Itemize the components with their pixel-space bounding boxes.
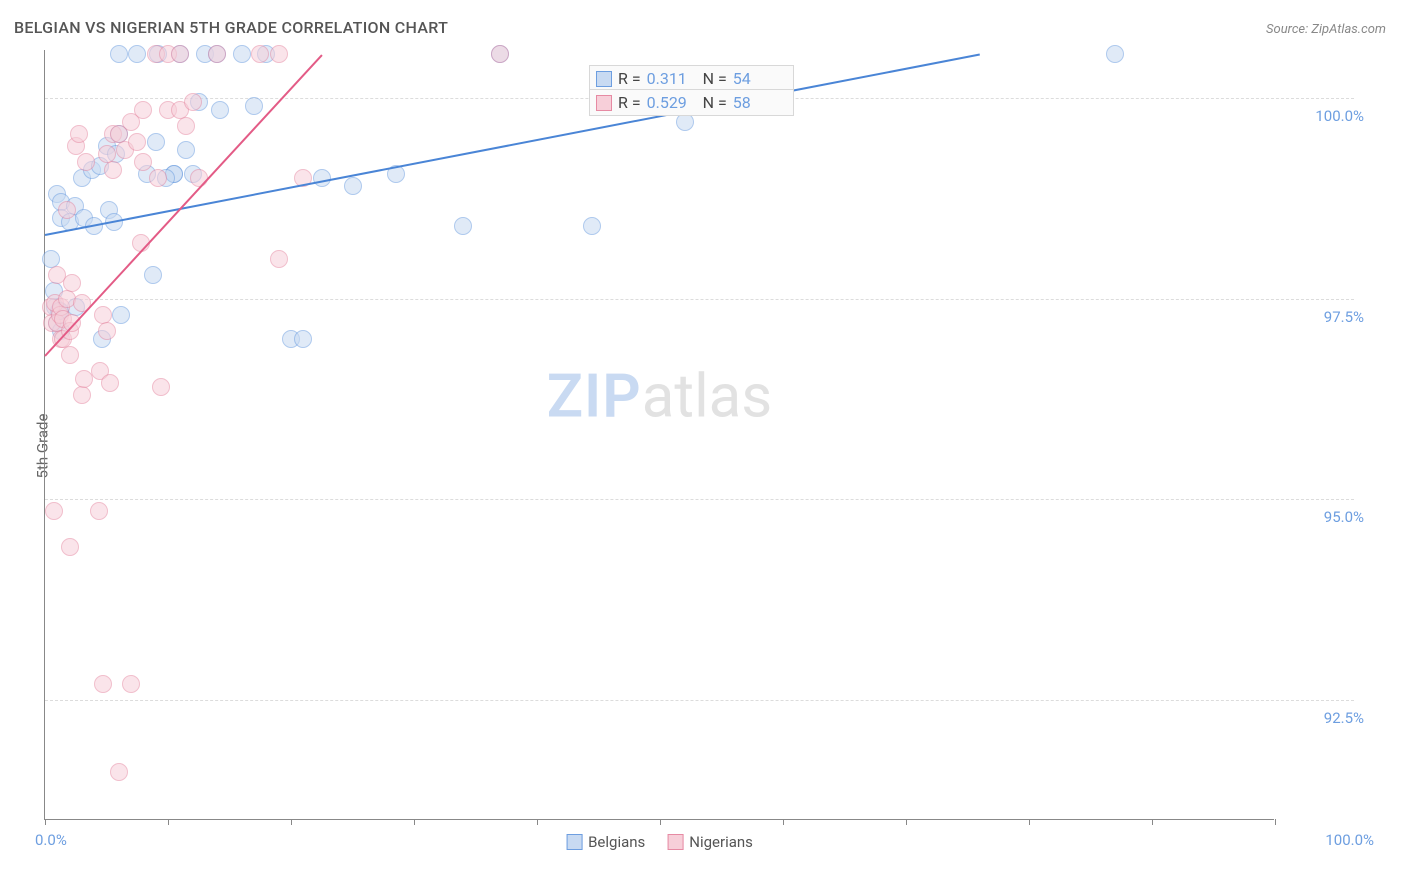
stat-r-value: 0.311 bbox=[647, 69, 697, 88]
stat-n-label: N = bbox=[703, 69, 727, 88]
data-point bbox=[98, 322, 116, 340]
stat-n-value: 58 bbox=[733, 93, 783, 112]
gridline bbox=[45, 700, 1354, 701]
stats-box: R = 0.529 N = 58 bbox=[589, 89, 794, 116]
data-point bbox=[45, 502, 63, 520]
data-point bbox=[147, 133, 165, 151]
watermark-zip: ZIP bbox=[547, 361, 642, 432]
chart-source: Source: ZipAtlas.com bbox=[1266, 22, 1386, 37]
legend-label-belgians: Belgians bbox=[588, 833, 645, 851]
data-point bbox=[190, 169, 208, 187]
x-tick bbox=[45, 819, 46, 825]
chart-title: BELGIAN VS NIGERIAN 5TH GRADE CORRELATIO… bbox=[14, 18, 448, 37]
legend-label-nigerians: Nigerians bbox=[689, 833, 753, 851]
y-tick-label: 95.0% bbox=[1284, 508, 1364, 526]
data-point bbox=[58, 201, 76, 219]
data-point bbox=[152, 378, 170, 396]
stats-box: R = 0.311 N = 54 bbox=[589, 65, 794, 92]
data-point bbox=[208, 45, 226, 63]
legend-item-belgians: Belgians bbox=[566, 833, 645, 851]
stats-swatch bbox=[596, 95, 612, 111]
x-tick bbox=[291, 819, 292, 825]
x-tick bbox=[1152, 819, 1153, 825]
data-point bbox=[94, 675, 112, 693]
data-point bbox=[177, 117, 195, 135]
plot-area: ZIPatlas 0.0% 100.0% Belgians Nigerians … bbox=[44, 50, 1274, 820]
data-point bbox=[128, 45, 146, 63]
stats-swatch bbox=[596, 71, 612, 87]
data-point bbox=[149, 169, 167, 187]
x-tick bbox=[537, 819, 538, 825]
legend-item-nigerians: Nigerians bbox=[667, 833, 753, 851]
y-tick-label: 97.5% bbox=[1284, 308, 1364, 326]
data-point bbox=[122, 675, 140, 693]
data-point bbox=[344, 177, 362, 195]
x-axis-max-label: 100.0% bbox=[1284, 831, 1374, 849]
data-point bbox=[134, 153, 152, 171]
legend: Belgians Nigerians bbox=[566, 833, 753, 851]
data-point bbox=[90, 502, 108, 520]
data-point bbox=[101, 374, 119, 392]
gridline bbox=[45, 299, 1354, 300]
data-point bbox=[177, 141, 195, 159]
x-tick bbox=[1275, 819, 1276, 825]
data-point bbox=[171, 45, 189, 63]
watermark-atlas: atlas bbox=[642, 361, 772, 432]
data-point bbox=[63, 274, 81, 292]
x-tick bbox=[783, 819, 784, 825]
x-axis-min-label: 0.0% bbox=[35, 831, 67, 849]
stat-n-label: N = bbox=[703, 93, 727, 112]
data-point bbox=[294, 330, 312, 348]
data-point bbox=[144, 266, 162, 284]
x-tick bbox=[168, 819, 169, 825]
watermark: ZIPatlas bbox=[547, 361, 773, 432]
data-point bbox=[128, 133, 146, 151]
data-point bbox=[110, 45, 128, 63]
gridline bbox=[45, 499, 1354, 500]
y-tick-label: 100.0% bbox=[1284, 107, 1364, 125]
data-point bbox=[104, 161, 122, 179]
data-point bbox=[491, 45, 509, 63]
y-tick-label: 92.5% bbox=[1284, 709, 1364, 727]
legend-swatch-belgians bbox=[566, 834, 582, 850]
x-tick bbox=[660, 819, 661, 825]
data-point bbox=[245, 97, 263, 115]
data-point bbox=[251, 45, 269, 63]
data-point bbox=[270, 250, 288, 268]
x-tick bbox=[414, 819, 415, 825]
data-point bbox=[270, 45, 288, 63]
data-point bbox=[134, 101, 152, 119]
data-point bbox=[1106, 45, 1124, 63]
data-point bbox=[94, 306, 112, 324]
x-tick bbox=[906, 819, 907, 825]
data-point bbox=[112, 306, 130, 324]
data-point bbox=[211, 101, 229, 119]
data-point bbox=[184, 93, 202, 111]
data-point bbox=[583, 217, 601, 235]
data-point bbox=[110, 763, 128, 781]
data-point bbox=[454, 217, 472, 235]
data-point bbox=[61, 538, 79, 556]
data-point bbox=[233, 45, 251, 63]
stat-r-label: R = bbox=[618, 69, 641, 88]
stat-r-label: R = bbox=[618, 93, 641, 112]
data-point bbox=[61, 346, 79, 364]
stat-n-value: 54 bbox=[733, 69, 783, 88]
data-point bbox=[73, 386, 91, 404]
legend-swatch-nigerians bbox=[667, 834, 683, 850]
data-point bbox=[70, 125, 88, 143]
data-point bbox=[77, 153, 95, 171]
stat-r-value: 0.529 bbox=[647, 93, 697, 112]
x-tick bbox=[1029, 819, 1030, 825]
